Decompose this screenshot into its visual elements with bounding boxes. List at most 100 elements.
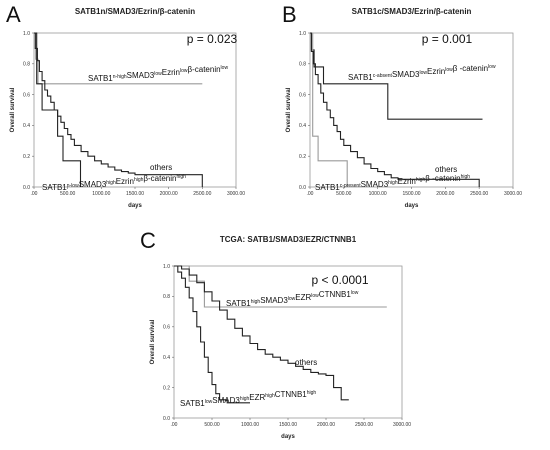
- annotation-text: SATB1: [42, 183, 67, 192]
- x-axis-label: days: [405, 203, 419, 209]
- annotation-text: EZR: [249, 393, 265, 402]
- annotation-text: Ezrin: [427, 67, 445, 76]
- annotation-superscript: high: [265, 393, 275, 399]
- chart-title: TCGA: SATB1/SMAD3/EZR/CTNNB1: [220, 235, 357, 244]
- annotation-superscript: high: [240, 396, 250, 402]
- km-chart-a: SATB1n/SMAD3/Ezrin/β-catenin 0.0 0.2 0.4 0.6…: [10, 7, 245, 209]
- annotation-superscript: low: [420, 70, 428, 76]
- annotation-text: SMAD3: [79, 180, 107, 189]
- annotation-text: others: [150, 163, 172, 172]
- x-tick-label: .00: [171, 422, 178, 428]
- x-tick-label: 3000.00: [504, 191, 522, 197]
- p-value: p = 0.023: [187, 32, 238, 46]
- survival-curve: [34, 32, 203, 187]
- survival-curve: [174, 265, 387, 308]
- x-axis-label: days: [281, 434, 295, 440]
- x-tick-label: 500.00: [336, 191, 352, 197]
- x-tick-label: .00: [31, 191, 38, 197]
- annotation-superscript: low: [180, 68, 188, 74]
- annotation-superscript: low: [351, 290, 359, 296]
- annotation-text: Ezrin: [162, 68, 180, 77]
- x-tick-label: 2000.00: [317, 422, 335, 428]
- annotation-superscript: high: [251, 299, 261, 305]
- annotation-text: β -catenin: [425, 174, 460, 183]
- annotation-text: CTNNB1: [319, 290, 352, 299]
- annotation-text: others: [435, 165, 457, 174]
- x-tick-label: 1500.00: [402, 191, 420, 197]
- annotation-text: SATB1: [180, 399, 205, 408]
- chart-title: SATB1n/SMAD3/Ezrin/β-catenin: [75, 7, 195, 16]
- y-tick-label: 0.6: [299, 92, 306, 98]
- x-tick-label: 1000.00: [369, 191, 387, 197]
- y-axis-label: Overall survival: [150, 319, 156, 364]
- survival-curve: [310, 32, 480, 187]
- x-tick-label: 1500.00: [279, 422, 297, 428]
- annotation-superscript: high: [176, 174, 186, 180]
- x-tick-label: 2500.00: [355, 422, 373, 428]
- annotation-superscript: high: [416, 177, 426, 183]
- x-tick-label: 500.00: [204, 422, 220, 428]
- x-tick-label: 2500.00: [470, 191, 488, 197]
- plot-frame: [33, 32, 237, 188]
- annotation-superscript: c-absent: [373, 73, 393, 79]
- annotation-text: β-catenin: [143, 174, 176, 183]
- curve-annotation: SATB1c-presentSMAD3highEzrinhighβ -caten…: [315, 174, 470, 192]
- x-tick-label: 1000.00: [241, 422, 259, 428]
- annotation-superscript: low: [154, 71, 162, 77]
- annotation-text: SMAD3: [260, 296, 288, 305]
- annotation-text: others: [295, 358, 317, 367]
- x-tick-label: 3000.00: [227, 191, 245, 197]
- annotation-text: β -catenin: [453, 64, 488, 73]
- annotation-superscript: low: [288, 296, 296, 302]
- annotation-text: β-catenin: [187, 65, 220, 74]
- y-axis-label: Overall survival: [10, 87, 16, 132]
- annotation-text: Ezrin: [398, 177, 416, 186]
- annotation-superscript: low: [445, 67, 453, 73]
- y-tick-label: 0.6: [163, 325, 170, 331]
- annotation-superscript: c-present: [340, 183, 361, 189]
- plot-frame: [309, 32, 514, 188]
- panel-a: A SATB1n/SMAD3/Ezrin/β-catenin 0.0 0.2 0.4 0…: [0, 0, 275, 225]
- survival-curve: [174, 265, 349, 401]
- chart-title: SATB1c/SMAD3/Ezrin/β-catenin: [352, 7, 472, 16]
- annotation-text: SMAD3: [212, 396, 240, 405]
- panel-label-a: A: [6, 2, 21, 27]
- p-value: p < 0.0001: [311, 273, 368, 287]
- annotation-superscript: n-low: [67, 183, 79, 189]
- km-chart-b: SATB1c/SMAD3/Ezrin/β-catenin 0.0 0.2 0.4 0.6…: [286, 7, 522, 209]
- annotation-text: SATB1: [348, 73, 373, 82]
- annotation-superscript: low: [311, 293, 319, 299]
- y-tick-label: 1.0: [299, 31, 306, 37]
- annotation-text: SATB1: [88, 74, 113, 83]
- annotation-text: SATB1: [226, 299, 251, 308]
- panel-b: B SATB1c/SMAD3/Ezrin/β-catenin 0.0 0.2 0.4 0…: [275, 0, 550, 225]
- y-tick-label: 0.4: [23, 123, 30, 129]
- y-tick-label: 1.0: [163, 264, 170, 270]
- annotation-superscript: high: [388, 180, 398, 186]
- curve-annotation: SATB1highSMAD3lowEZRlowCTNNB1low: [226, 290, 359, 308]
- curve-annotation: SATB1n-highSMAD3lowEzrinlowβ-cateninlow: [88, 65, 228, 83]
- y-tick-label: 0.8: [163, 294, 170, 300]
- annotation-text: SATB1: [315, 183, 340, 192]
- curve-annotation: others: [295, 358, 317, 367]
- y-tick-label: 0.0: [23, 185, 30, 191]
- annotation-text: EZR: [295, 293, 311, 302]
- x-axis-label: days: [128, 203, 142, 209]
- y-tick-label: 0.2: [299, 154, 306, 160]
- survival-curve: [34, 32, 82, 187]
- x-tick-label: 2500.00: [193, 191, 211, 197]
- curve-annotation: SATB1lowSMAD3highEZRhighCTNNB1high: [180, 390, 316, 408]
- y-tick-label: 0.8: [299, 62, 306, 68]
- y-tick-label: 0.8: [23, 62, 30, 68]
- y-tick-label: 0.6: [23, 92, 30, 98]
- annotation-text: SMAD3: [361, 180, 389, 189]
- curve-annotation: others: [150, 163, 172, 172]
- annotation-superscript: low: [488, 64, 496, 70]
- y-tick-label: 0.2: [163, 385, 170, 391]
- x-tick-label: 500.00: [60, 191, 76, 197]
- curve-annotation: others: [435, 165, 457, 174]
- curve-annotation: SATB1n-lowSMAD3highEzrinhighβ-cateninhig…: [42, 174, 186, 192]
- x-tick-label: 1000.00: [92, 191, 110, 197]
- p-value: p = 0.001: [422, 32, 473, 46]
- x-tick-label: 3000.00: [393, 422, 411, 428]
